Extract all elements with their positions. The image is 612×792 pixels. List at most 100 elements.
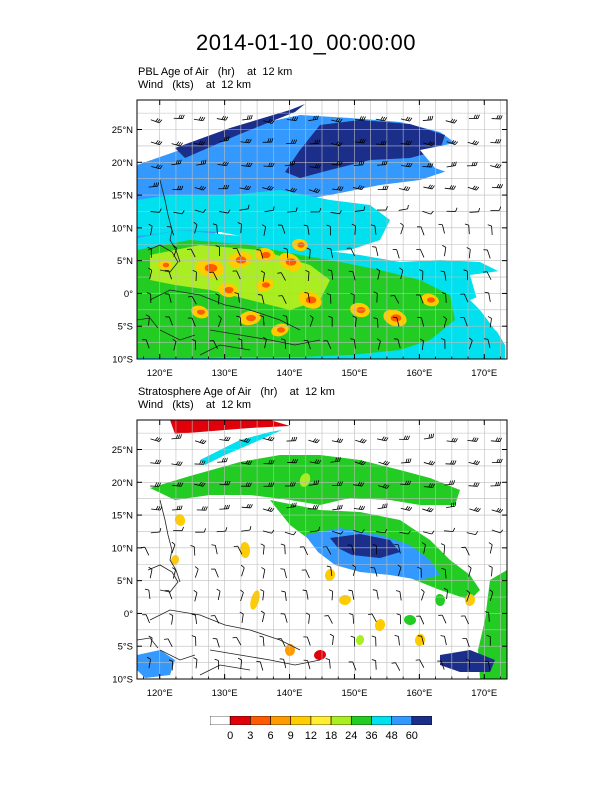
wind-barb <box>280 338 287 349</box>
wind-barb <box>286 436 298 442</box>
pbl-cyan-region <box>137 190 390 252</box>
wind-barb <box>308 188 321 193</box>
wind-barb <box>232 636 242 646</box>
main-title: 2014-01-10_00:00:00 <box>196 30 416 55</box>
wind-barb <box>194 185 207 191</box>
wind-barb <box>309 163 322 169</box>
strat-navy-core <box>330 534 400 558</box>
wind-barb <box>468 337 473 350</box>
wind-barb <box>280 613 288 623</box>
pbl-yellow-cell <box>239 310 261 326</box>
wind-barb <box>331 530 344 535</box>
wind-barb <box>212 638 220 648</box>
pbl-orange-core <box>356 306 366 314</box>
wind-barb <box>376 268 381 280</box>
wind-barb <box>490 138 502 144</box>
x-tick-label: 160°E <box>406 368 432 379</box>
wind-barb <box>308 438 320 444</box>
wind-barb <box>240 138 252 144</box>
wind-barb <box>211 544 218 555</box>
wind-barb <box>350 338 356 349</box>
wind-barb <box>490 481 502 487</box>
pbl-orange-core <box>305 296 317 304</box>
wind-barb <box>216 588 221 601</box>
wind-barb <box>483 338 491 349</box>
wind-barb <box>146 292 152 304</box>
wind-barb <box>460 615 469 625</box>
wind-barb <box>284 160 296 167</box>
wind-barb <box>151 505 163 511</box>
wind-barb <box>171 434 182 440</box>
wind-barb <box>395 590 402 601</box>
x-tick-label: 170°E <box>471 368 497 379</box>
wind-barb <box>417 226 425 236</box>
wind-barb <box>422 210 434 215</box>
wind-barb <box>192 269 197 281</box>
coastline <box>137 637 159 649</box>
wind-barb <box>287 458 299 464</box>
coastline <box>147 244 179 273</box>
wind-barb <box>350 635 356 647</box>
wind-barb <box>370 567 378 577</box>
strat-scattered-cell <box>314 649 326 661</box>
wind-barb <box>260 543 265 555</box>
y-tick-label: 25°N <box>112 125 133 136</box>
strat-green-mid <box>270 500 480 600</box>
wind-barb <box>164 590 173 600</box>
wind-barb <box>372 589 379 600</box>
wind-barb <box>378 460 390 466</box>
x-tick-label: 120°E <box>147 688 173 699</box>
wind-barb <box>332 186 344 191</box>
coastline <box>199 664 251 676</box>
wind-barb <box>347 544 355 554</box>
wind-barb <box>239 611 244 623</box>
x-tick-label: 160°E <box>406 688 432 699</box>
wind-barb <box>348 270 356 281</box>
wind-barb <box>194 566 199 578</box>
coastline <box>209 649 321 666</box>
wind-barb <box>219 436 231 442</box>
y-tick-label: 0° <box>124 609 133 620</box>
wind-barb <box>445 118 458 124</box>
wind-barb <box>487 224 493 235</box>
wind-barb <box>398 186 411 191</box>
x-tick-label: 150°E <box>341 368 367 379</box>
wind-barb <box>392 316 400 327</box>
wind-barb <box>491 115 503 120</box>
wind-barb <box>468 460 481 466</box>
pbl-orange-core <box>196 309 206 315</box>
wind-barb <box>193 222 198 234</box>
strat-scattered-cell <box>374 619 386 631</box>
wind-barb <box>423 483 435 488</box>
wind-barb <box>263 459 275 465</box>
coastline <box>149 289 301 331</box>
wind-barb <box>211 568 219 578</box>
pbl-navy-streak <box>175 104 305 158</box>
wind-barb <box>446 437 458 443</box>
wind-barb <box>260 589 265 601</box>
coastline <box>209 329 321 346</box>
wind-barb <box>377 503 388 510</box>
wind-barb <box>301 569 310 579</box>
wind-barb <box>172 338 177 351</box>
wind-barb <box>256 661 264 671</box>
wind-barb <box>400 222 404 235</box>
wind-barb <box>326 224 331 236</box>
strat-scattered-cell <box>174 514 186 526</box>
wind-barb <box>354 206 366 212</box>
wind-barb <box>218 184 230 190</box>
y-tick-label: 5°S <box>118 642 133 653</box>
panel-strat-title-line2: Wind (kts) at 12 km <box>138 399 252 411</box>
strat-scattered-cell <box>434 594 446 606</box>
wind-barb <box>377 185 389 190</box>
wind-barb <box>144 588 151 599</box>
wind-barb <box>187 317 196 327</box>
wind-barb <box>194 439 207 445</box>
wind-barb <box>148 223 153 236</box>
wind-barb <box>148 182 160 188</box>
wind-barb <box>216 115 229 121</box>
coastline <box>159 329 196 341</box>
wind-barb <box>438 614 447 624</box>
wind-barb <box>368 613 377 623</box>
wind-barb <box>373 291 378 303</box>
